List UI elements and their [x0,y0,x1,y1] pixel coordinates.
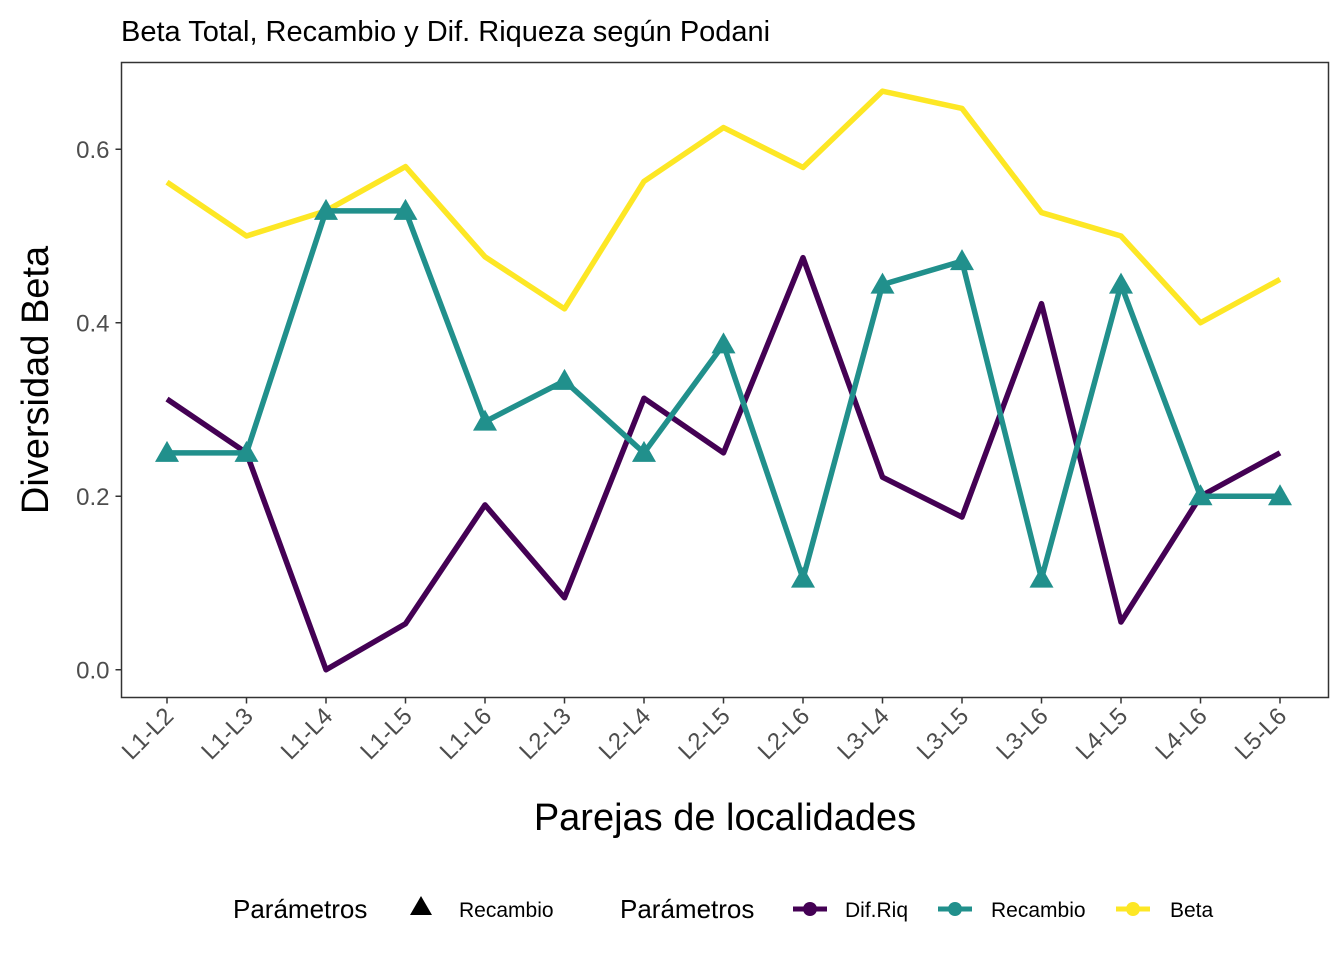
x-tick-label: L2-L3 [514,703,577,766]
legend-item-recambio: Recambio [938,899,1086,922]
x-tick-label: L5-L6 [1230,703,1293,766]
x-tick-label: L3-L4 [832,703,895,766]
legend-item-beta: Beta [1116,899,1214,922]
plot-panel [120,61,1330,699]
x-tick-label: L1-L6 [435,703,498,766]
y-axis-title: Diversidad Beta [15,245,57,514]
data-point-recambio [1188,484,1213,506]
legend-key-dot [803,902,817,916]
series-layer [155,88,1292,673]
x-tick-label: L4-L5 [1071,703,1134,766]
x-tick-label: L1-L2 [117,703,180,766]
data-point-recambio [473,409,497,431]
legend-item-label: Beta [1170,899,1214,922]
x-axis-title: Parejas de localidades [534,797,916,839]
data-point-recambio [552,368,577,390]
x-tick-label: L2-L6 [753,703,816,766]
legend-key-dot [948,902,962,916]
legend-key-dot [1126,902,1140,916]
x-tick-label: L1-L4 [276,703,339,766]
x-tick-label: L3-L6 [991,703,1054,766]
legend-item-difriq: Dif.Riq [793,899,908,922]
data-point-recambio [870,272,895,294]
x-tick-label: L2-L5 [673,703,736,766]
series-line-beta [165,88,1282,326]
legend-item-label: Dif.Riq [845,899,908,922]
legend: Parámetros Recambio Parámetros Dif.Riq R… [233,894,1214,924]
x-tick-label: L3-L5 [912,703,975,766]
y-tick-label: 0.2 [76,484,109,511]
data-point-recambio [234,440,259,462]
legend-triangle-marker [410,896,432,915]
legend-item-label: Recambio [991,899,1086,922]
legend-shape-title: Parámetros [233,894,367,924]
x-tick-label: L1-L3 [196,703,259,766]
chart-title: Beta Total, Recambio y Dif. Riqueza segú… [121,16,770,48]
data-point-recambio [950,249,974,271]
data-point-recambio [711,332,736,354]
y-tick-label: 0.6 [76,137,109,164]
data-point-recambio [314,198,338,220]
data-point-recambio [1109,272,1133,294]
data-point-recambio [632,440,656,462]
series-line-difriq [165,254,1282,673]
data-point-recambio [1029,566,1054,588]
legend-color-title: Parámetros [620,894,754,924]
x-tick-label: L2-L4 [594,703,657,766]
x-axis: L1-L2 L1-L3 L1-L4 L1-L5 L1-L6 L2-L3 L2-L4 L2-L5… [117,697,1293,766]
legend-shape-item: Recambio [459,899,554,922]
y-tick-label: 0.0 [76,658,109,685]
x-tick-label: L1-L5 [355,703,418,766]
data-point-recambio [155,440,179,462]
y-tick-label: 0.4 [76,311,109,338]
x-tick-label: L4-L6 [1150,703,1213,766]
data-point-recambio [791,566,815,588]
data-point-recambio [393,198,418,220]
y-axis: 0.0 0.2 0.4 0.6 [76,137,122,685]
data-point-recambio [1268,484,1292,506]
